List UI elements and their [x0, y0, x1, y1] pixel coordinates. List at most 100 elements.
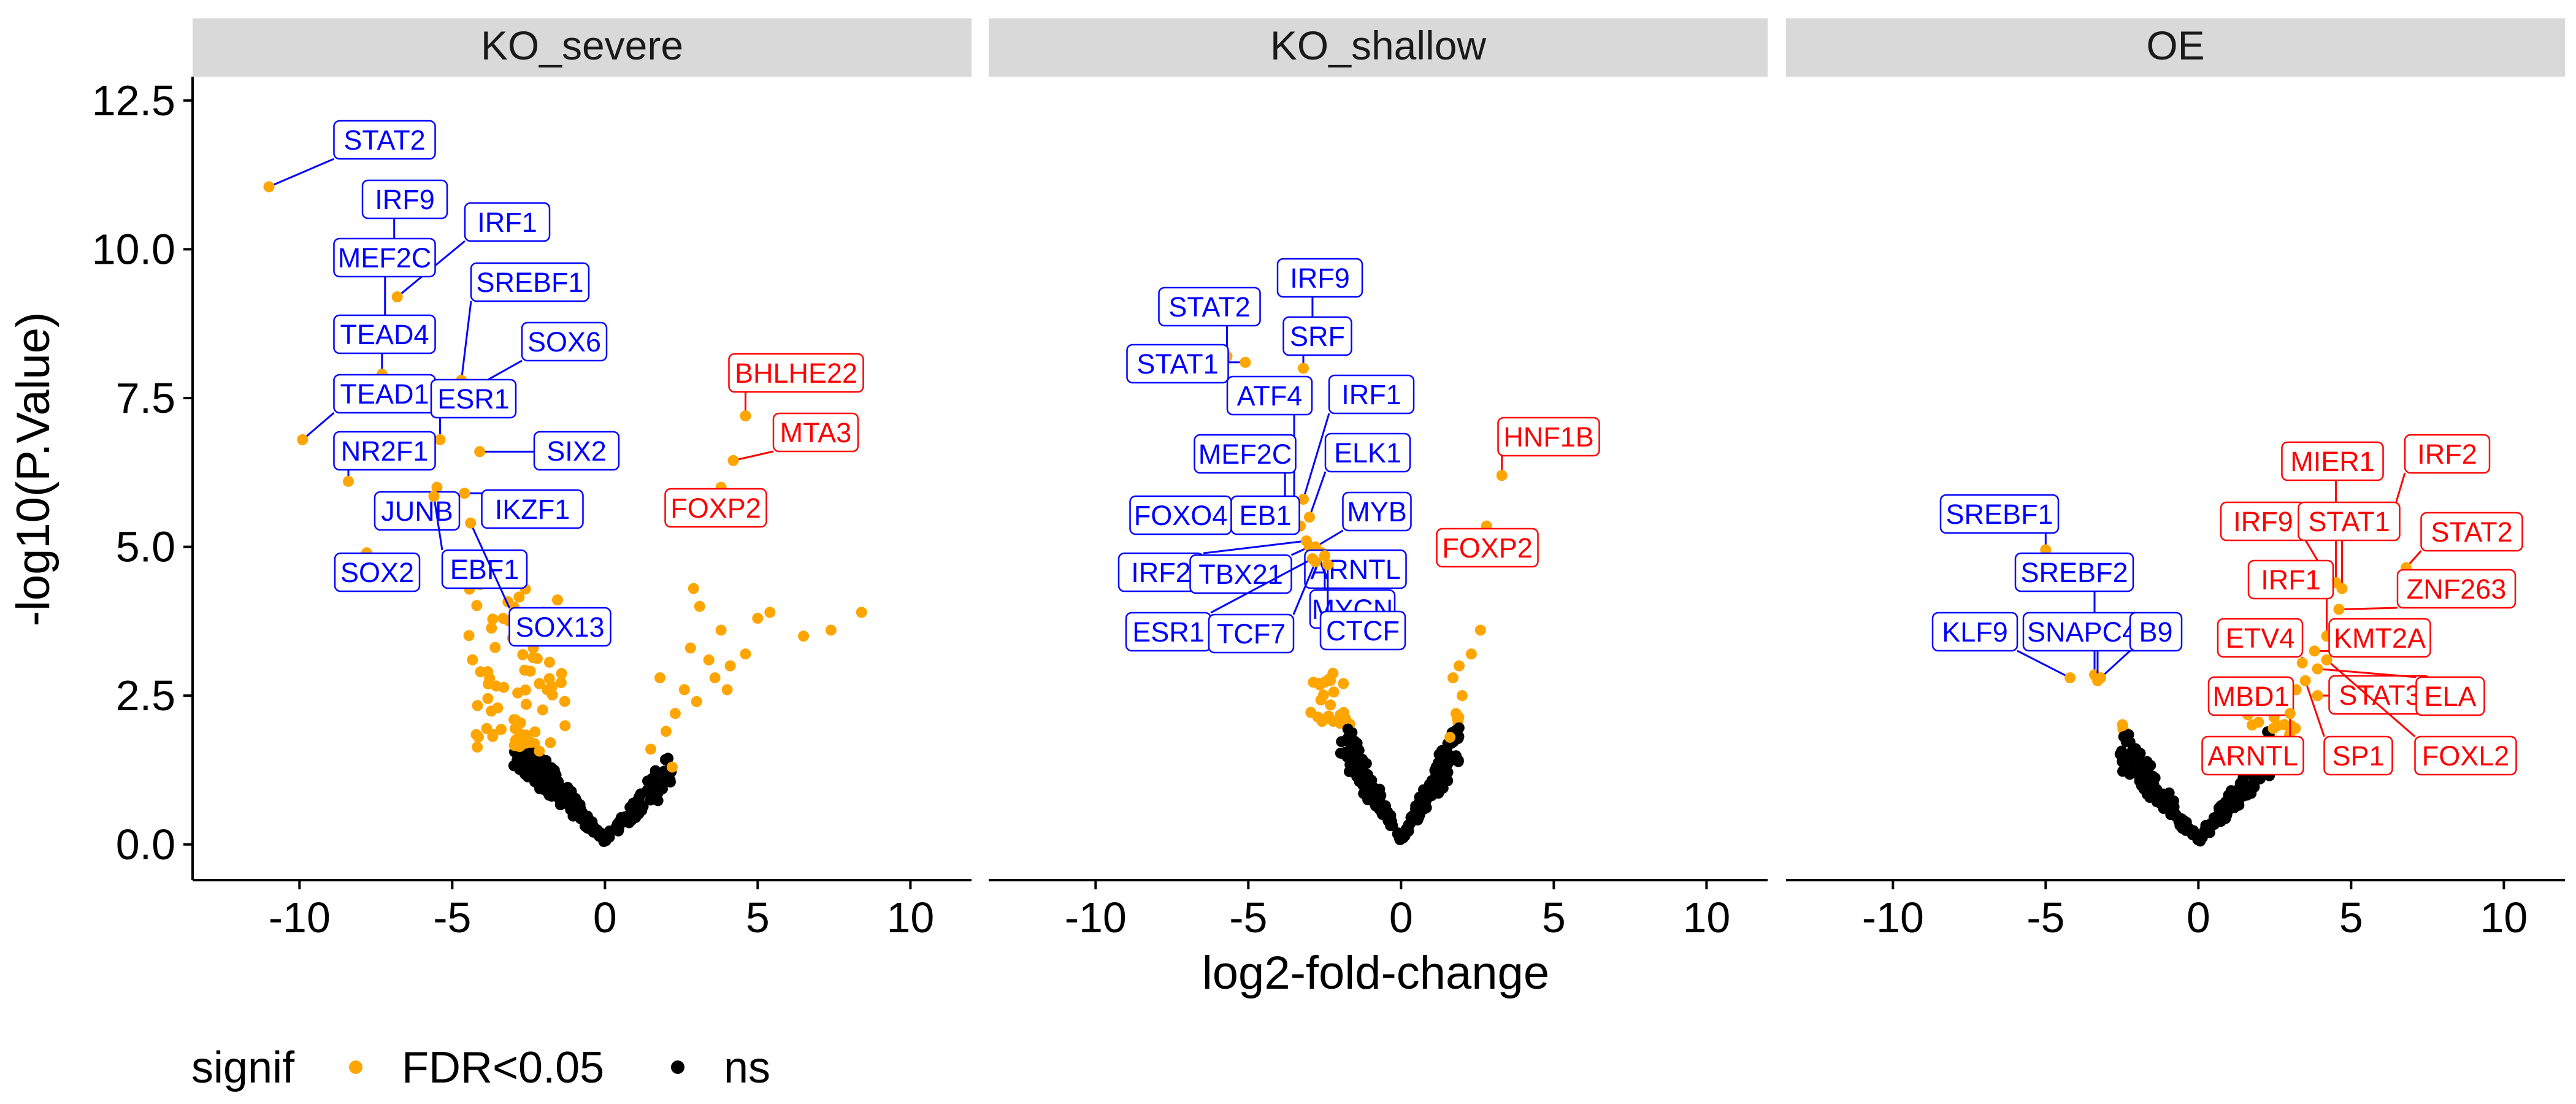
x-tick-label: -10 — [269, 894, 331, 941]
data-point — [688, 583, 699, 594]
data-point — [1439, 748, 1451, 759]
data-point — [1340, 713, 1351, 724]
gene-label-stat1: STAT1 — [1126, 343, 1251, 384]
data-point — [481, 723, 493, 734]
gene-label-text: KLF9 — [1942, 616, 2008, 648]
y-tick-label: 0.0 — [116, 821, 175, 868]
gene-label-box — [508, 607, 611, 647]
gene-label-text: HNF1B — [1503, 421, 1594, 453]
data-point — [533, 770, 545, 781]
gene-label-text: IRF2 — [2417, 439, 2477, 470]
data-point — [1456, 690, 1468, 702]
gene-label-bhlhe22: BHLHE22 — [728, 353, 864, 422]
gene-label-irf1: IRF1 — [391, 202, 551, 303]
data-point — [513, 591, 525, 603]
gene-label-stat2: STAT2 — [1158, 286, 1261, 362]
legend: signif FDR<0.05 ns — [191, 1043, 770, 1092]
gene-label-text: NR2F1 — [341, 435, 429, 467]
data-point — [1453, 660, 1465, 672]
gene-label-text: FOXL2 — [2422, 740, 2510, 772]
data-point — [645, 743, 657, 755]
x-tick-label: -5 — [433, 894, 471, 941]
gene-label-irf2: IRF2 — [2385, 434, 2491, 526]
gene-label-text: EB1 — [1239, 500, 1291, 531]
data-point — [678, 684, 690, 696]
data-point — [1297, 362, 1309, 374]
data-point — [1308, 677, 1319, 688]
data-point — [486, 623, 497, 634]
data-point — [709, 672, 721, 684]
leader-line — [1292, 561, 1317, 615]
gene-label-box — [2328, 618, 2431, 658]
y-axis-title: -log10(P.Value) — [7, 312, 59, 627]
leader-line — [469, 523, 510, 608]
facet-panel-ko-severe: KO_severe -10 -5 0 5 10 — [193, 18, 972, 941]
data-point — [1319, 550, 1330, 562]
data-point — [1355, 756, 1367, 768]
gene-label-text: EBF1 — [450, 554, 519, 585]
gene-label-box — [361, 179, 448, 220]
legend-label-signif: FDR<0.05 — [402, 1043, 604, 1092]
data-point — [1407, 810, 1419, 821]
data-point — [2296, 657, 2308, 669]
leader-line — [1308, 471, 1327, 518]
gene-label-box — [333, 314, 436, 355]
data-point — [472, 700, 483, 711]
gene-label-text: ELK1 — [1334, 437, 1401, 469]
data-point — [2285, 720, 2297, 732]
data-point — [2299, 675, 2311, 686]
facet-strip — [989, 18, 1768, 77]
data-point — [2209, 813, 2220, 824]
gene-label-sox2: SOX2 — [334, 547, 421, 592]
data-point — [512, 754, 523, 766]
gene-label-text: FOXO4 — [1134, 500, 1228, 531]
data-point — [569, 804, 581, 816]
legend-label-ns: ns — [724, 1043, 770, 1092]
data-point — [627, 797, 639, 809]
gene-label-text: ETV4 — [2226, 623, 2295, 654]
gene-label-box — [2129, 611, 2183, 652]
gene-label-text: ZNF263 — [2407, 573, 2507, 605]
gene-label-box — [1226, 375, 1313, 416]
gene-label-box — [533, 431, 620, 471]
gene-label-foxp2: FOXP2 — [664, 481, 767, 528]
gene-label-box — [2207, 676, 2294, 716]
gene-label-text: SREBF1 — [476, 267, 583, 298]
leader-line — [2339, 607, 2398, 610]
gene-label-hnf1b: HNF1B — [1496, 416, 1600, 481]
gene-label-elk1: ELK1 — [1303, 432, 1411, 523]
gene-label-box — [2217, 618, 2304, 658]
gene-label-irf2: IRF2 — [1117, 535, 1312, 592]
leader-line — [268, 158, 335, 188]
leader-line — [2099, 650, 2131, 679]
gene-label-sp1: SP1 — [2299, 675, 2393, 776]
gene-label-ikzf1: IKZF1 — [459, 488, 584, 529]
data-point — [657, 777, 669, 789]
y-tick-label: 7.5 — [116, 374, 175, 422]
facet-panels: KO_severe -10 -5 0 5 10 KO_shallow -10 -5 0 5 10 OE -… — [193, 18, 2565, 941]
gene-label-srebf1: SREBF1 — [456, 262, 590, 386]
data-point — [611, 818, 623, 830]
gene-label-box — [1328, 374, 1415, 415]
data-point — [1297, 493, 1309, 505]
data-point — [2336, 583, 2348, 594]
data-point — [434, 434, 446, 445]
data-point — [559, 720, 571, 732]
data-point — [691, 696, 702, 707]
facet-strip — [193, 18, 972, 77]
data-point — [740, 410, 751, 422]
gene-label-esr1: ESR1 — [430, 378, 517, 445]
data-point — [1317, 689, 1329, 701]
data-point — [2321, 654, 2333, 665]
gene-label-box — [1931, 611, 2018, 652]
gene-label-box — [2298, 501, 2401, 542]
data-point — [482, 692, 494, 704]
leader-line — [432, 496, 443, 551]
gene-label-text: MYB — [1347, 496, 1407, 527]
gene-label-mier1: MIER1 — [2281, 441, 2384, 588]
gene-label-text: ARNTL — [2207, 740, 2298, 772]
gene-label-text: SREBF1 — [1945, 499, 2053, 530]
gene-label-box — [2014, 552, 2134, 592]
data-point — [2248, 781, 2260, 793]
data-point — [1394, 834, 1406, 846]
